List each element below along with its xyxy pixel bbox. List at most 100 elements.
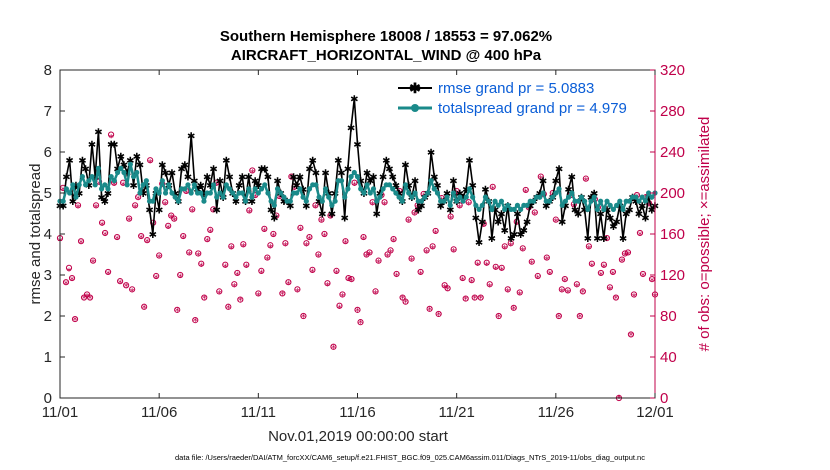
spread-point (182, 186, 188, 192)
spread-point (553, 190, 559, 196)
obs-assimilated-point: * (628, 331, 633, 342)
spread-point (210, 182, 217, 188)
obs-assimilated-point: * (244, 262, 249, 273)
rmse-point: ✱ (443, 189, 451, 200)
obs-assimilated-point: * (199, 261, 204, 272)
rmse-point: ✱ (261, 164, 269, 175)
obs-assimilated-point: * (451, 247, 456, 258)
obs-possible-point (579, 288, 586, 295)
obs-assimilated-point: * (532, 210, 537, 221)
rmse-point: ✱ (609, 222, 617, 233)
obs-possible-point (318, 216, 325, 223)
obs-assimilated-point: * (121, 180, 126, 191)
rmse-point: ✱ (155, 205, 163, 216)
obs-assimilated-point: * (448, 214, 453, 225)
obs-assimilated-point: * (235, 271, 240, 282)
spread-point (95, 165, 101, 171)
rmse-point: ✱ (94, 128, 102, 139)
obs-possible-point (156, 252, 163, 259)
spread-point (598, 198, 604, 204)
rmse-point: ✱ (379, 173, 387, 184)
spread-point (390, 186, 396, 192)
spread-point (524, 202, 530, 208)
obs-assimilated-point: * (229, 244, 234, 255)
rmse-point: ✱ (648, 205, 656, 216)
right-tick-label: 240 (660, 144, 685, 161)
left-tick-label: 4 (44, 226, 52, 243)
obs-assimilated-point: * (76, 203, 81, 214)
rmse-point: ✱ (568, 173, 576, 184)
obs-possible-point (330, 343, 337, 350)
obs-assimilated-point: * (286, 280, 291, 291)
rmse-point: ✱ (203, 173, 211, 184)
obs-assimilated-point: * (166, 223, 171, 234)
spread-point (66, 190, 73, 196)
obs-possible-point (240, 241, 247, 248)
obs-assimilated-point: * (382, 200, 387, 211)
obs-possible-point (342, 238, 349, 245)
spread-point (114, 169, 121, 176)
obs-assimilated-point: * (520, 246, 525, 257)
obs-assimilated-point: * (565, 288, 570, 299)
left-tick-label: 1 (44, 349, 52, 366)
spread-point (434, 190, 441, 196)
obs-assimilated-point: * (625, 250, 630, 261)
spread-point (188, 190, 194, 196)
rmse-point: ✱ (510, 230, 518, 241)
obs-assimilated-point: * (460, 276, 465, 287)
obs-assimilated-point: * (160, 181, 165, 192)
spread-point (380, 186, 386, 192)
obs-possible-point (417, 268, 424, 276)
rmse-point: ✱ (81, 164, 89, 175)
obs-assimilated-point: * (139, 234, 144, 245)
obs-possible-point (357, 319, 364, 326)
spread-point (246, 186, 252, 192)
obs-possible-point (483, 259, 490, 266)
obs-assimilated-point: * (277, 194, 282, 205)
obs-possible-point (507, 240, 514, 247)
obs-assimilated-point: * (190, 207, 195, 218)
obs-possible-point (564, 287, 571, 294)
obs-assimilated-point: * (136, 195, 141, 206)
rmse-point: ✱ (302, 201, 310, 212)
obs-assimilated-point: * (109, 133, 114, 144)
obs-possible-point (519, 245, 526, 252)
spread-point (550, 194, 556, 200)
right-tick-label: 120 (660, 267, 685, 284)
obs-assimilated-point: * (394, 272, 399, 283)
rmse-point: ✱ (318, 210, 326, 221)
obs-assimilated-point: * (271, 232, 276, 243)
rmse-point: ✱ (462, 185, 470, 196)
spread-point (214, 194, 220, 200)
obs-possible-point (204, 236, 211, 243)
obs-possible-point (528, 258, 535, 265)
obs-assimilated-point: * (148, 158, 153, 169)
obs-assimilated-point: * (211, 207, 216, 218)
spread-point (646, 190, 652, 196)
spread-point (345, 186, 351, 192)
obs-possible-point (516, 289, 523, 296)
obs-assimilated-point: * (406, 217, 411, 228)
spread-point (546, 198, 553, 204)
obs-assimilated-point: * (67, 266, 72, 277)
left-tick-label: 3 (44, 267, 52, 284)
obs-assimilated-point: * (346, 276, 351, 287)
rmse-point: ✱ (59, 201, 67, 212)
spread-point (601, 206, 607, 212)
obs-possible-point (144, 237, 151, 244)
spread-point (578, 194, 585, 200)
obs-possible-point (231, 281, 238, 288)
obs-assimilated-point: * (355, 306, 360, 317)
left-tick-label: 6 (44, 144, 52, 161)
obs-assimilated-point: * (310, 267, 315, 278)
spread-point (412, 190, 418, 196)
rmse-point: ✱ (520, 226, 528, 237)
obs-possible-point (141, 303, 148, 310)
obs-possible-point (77, 238, 85, 245)
obs-assimilated-point: * (433, 228, 438, 239)
obs-assimilated-point: * (214, 180, 219, 191)
spread-point (591, 194, 597, 200)
obs-possible-point (189, 206, 196, 213)
obs-assimilated-point: * (79, 239, 84, 250)
spread-point (358, 186, 364, 192)
